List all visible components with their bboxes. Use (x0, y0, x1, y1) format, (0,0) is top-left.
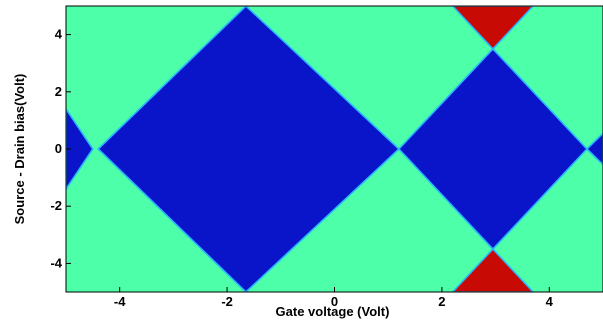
blockade-region-0 (66, 108, 94, 190)
y-tick-label: 2 (55, 84, 62, 99)
blockade-region-1 (97, 6, 400, 292)
x-axis-ticks: -4 -2 0 2 4 (114, 287, 554, 309)
blockade-region-3 (586, 132, 603, 166)
regions-layer (66, 6, 603, 292)
y-axis-title: Source - Drain bias(Volt) (12, 74, 27, 225)
x-axis-title: Gate voltage (Volt) (276, 304, 390, 319)
double-region-5 (451, 248, 535, 292)
x-tick-label: 0 (331, 294, 338, 309)
y-tick-label: 0 (55, 141, 62, 156)
x-tick-label: 2 (438, 294, 445, 309)
y-tick-label: 4 (55, 27, 63, 42)
y-tick-label: -2 (50, 198, 62, 213)
double-region-4 (451, 6, 535, 50)
y-tick-label: -4 (50, 255, 62, 270)
y-axis-ticks: -4 -2 0 2 4 (50, 27, 71, 270)
x-tick-label: -2 (221, 294, 233, 309)
x-tick-label: -4 (114, 294, 126, 309)
x-tick-label: 4 (546, 294, 554, 309)
